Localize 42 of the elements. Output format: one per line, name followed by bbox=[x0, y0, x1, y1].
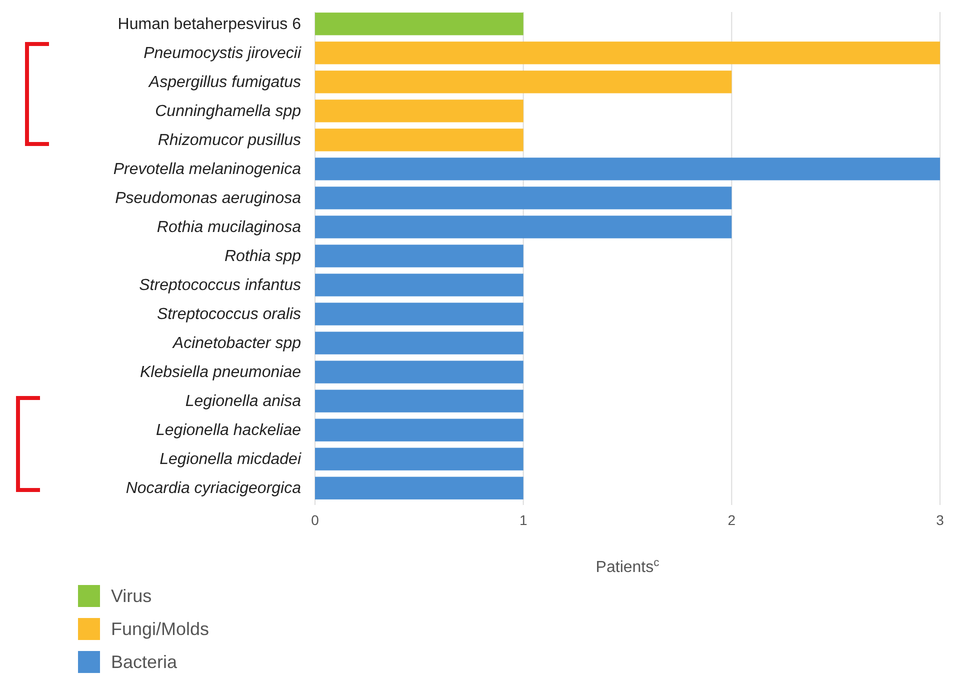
bar bbox=[315, 128, 524, 152]
x-tick-label: 0 bbox=[311, 512, 320, 528]
bar bbox=[315, 12, 524, 36]
y-tick-label: Legionella anisa bbox=[185, 393, 302, 410]
bar bbox=[315, 418, 524, 442]
y-tick-label: Rothia mucilaginosa bbox=[156, 219, 302, 236]
x-tick-label: 3 bbox=[936, 512, 944, 528]
y-tick-label: Klebsiella pneumoniae bbox=[140, 364, 302, 382]
y-tick-label: Nocardia cyriacigeorgica bbox=[126, 480, 302, 498]
x-axis-title: Patients$^{c}$ bbox=[596, 557, 660, 576]
bar bbox=[315, 100, 524, 122]
bar bbox=[315, 332, 524, 354]
bar bbox=[315, 186, 732, 210]
bar bbox=[315, 360, 524, 384]
bar bbox=[315, 244, 524, 268]
bar bbox=[315, 390, 524, 412]
bar bbox=[315, 70, 732, 94]
y-tick-label: Streptococcus oralis bbox=[156, 306, 301, 324]
legend-label: Fungi/Molds bbox=[111, 619, 210, 639]
bar bbox=[315, 216, 732, 238]
y-tick-label: Rothia spp bbox=[224, 248, 302, 266]
legend-label: Virus bbox=[111, 586, 152, 606]
y-tick-label: Human betaherpesvirus 6 bbox=[118, 16, 302, 34]
y-tick-label: Aspergillus fumigatus bbox=[148, 74, 301, 92]
y-tick-label: Legionella micdadei bbox=[160, 451, 302, 468]
y-tick-label: Pseudomonas aeruginosa bbox=[115, 190, 302, 208]
bar bbox=[315, 476, 524, 500]
x-tick-label: 2 bbox=[728, 512, 736, 528]
bar bbox=[315, 42, 940, 64]
y-tick-label: Pneumocystis jirovecii bbox=[144, 45, 302, 62]
y-tick-label: Acinetobacter spp bbox=[172, 335, 302, 352]
y-tick-label: Rhizomucor pusillus bbox=[158, 132, 301, 150]
bar bbox=[315, 274, 524, 296]
bar bbox=[315, 448, 524, 470]
bar bbox=[315, 158, 940, 180]
y-tick-label: Streptococcus infantus bbox=[139, 277, 301, 294]
x-tick-label: 1 bbox=[519, 512, 528, 528]
y-tick-label: Prevotella melaninogenica bbox=[113, 161, 302, 178]
legend-label: Bacteria bbox=[111, 652, 178, 672]
y-tick-label: Legionella hackeliae bbox=[156, 422, 302, 440]
y-tick-label: Cunninghamella spp bbox=[155, 103, 302, 120]
bar bbox=[315, 302, 524, 326]
